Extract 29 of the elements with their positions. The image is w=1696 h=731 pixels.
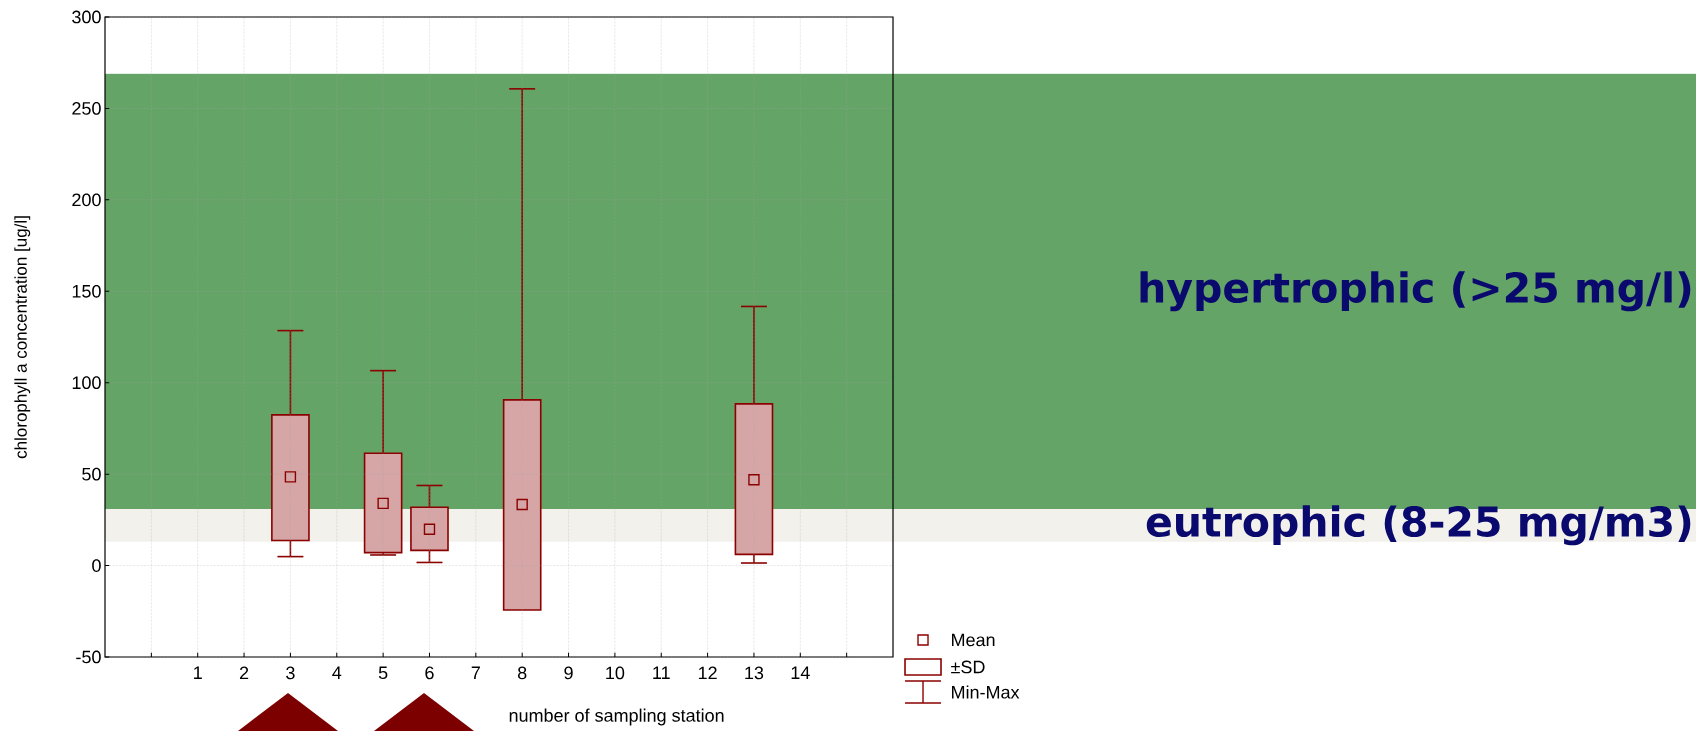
band-label: hypertrophic (>25 mg/l) bbox=[1140, 271, 1691, 312]
text: Min-Max bbox=[952, 685, 1020, 699]
y-tick-label: 300 bbox=[72, 10, 101, 24]
x-tick-label: 9 bbox=[564, 666, 573, 680]
y-axis-title: chlorophyll a concentration [ug/l] bbox=[14, 216, 31, 459]
y-tick-label: 100 bbox=[72, 376, 101, 390]
x-tick-label: 11 bbox=[653, 666, 670, 679]
y-tick-label: 250 bbox=[72, 102, 101, 115]
y-tick-label: 150 bbox=[72, 284, 101, 298]
y-tick-label: 200 bbox=[72, 193, 101, 207]
x-tick-label: 10 bbox=[606, 666, 625, 680]
x-tick-label: 12 bbox=[698, 666, 717, 680]
x-tick-label: 7 bbox=[471, 666, 480, 679]
x-tick-label: 3 bbox=[286, 666, 295, 680]
x-tick-label: 5 bbox=[378, 666, 388, 680]
y-tick-label: 50 bbox=[82, 467, 101, 481]
x-axis-title: number of sampling station bbox=[509, 708, 724, 726]
x-tick-label: 2 bbox=[239, 666, 249, 680]
band-label: eutrophic (8-25 mg/m3) bbox=[1146, 505, 1691, 546]
y-tick-label: -50 bbox=[76, 650, 101, 664]
y-tick-label: 0 bbox=[92, 559, 101, 572]
x-tick-label: 14 bbox=[791, 666, 810, 679]
text: Mean bbox=[952, 633, 995, 647]
x-tick-label: 4 bbox=[332, 666, 342, 679]
x-tick-label: 6 bbox=[425, 666, 434, 680]
x-tick-label: 13 bbox=[745, 666, 764, 680]
text: ±SD bbox=[951, 660, 985, 674]
x-tick-label: 1 bbox=[194, 666, 202, 679]
x-tick-label: 8 bbox=[517, 666, 527, 680]
